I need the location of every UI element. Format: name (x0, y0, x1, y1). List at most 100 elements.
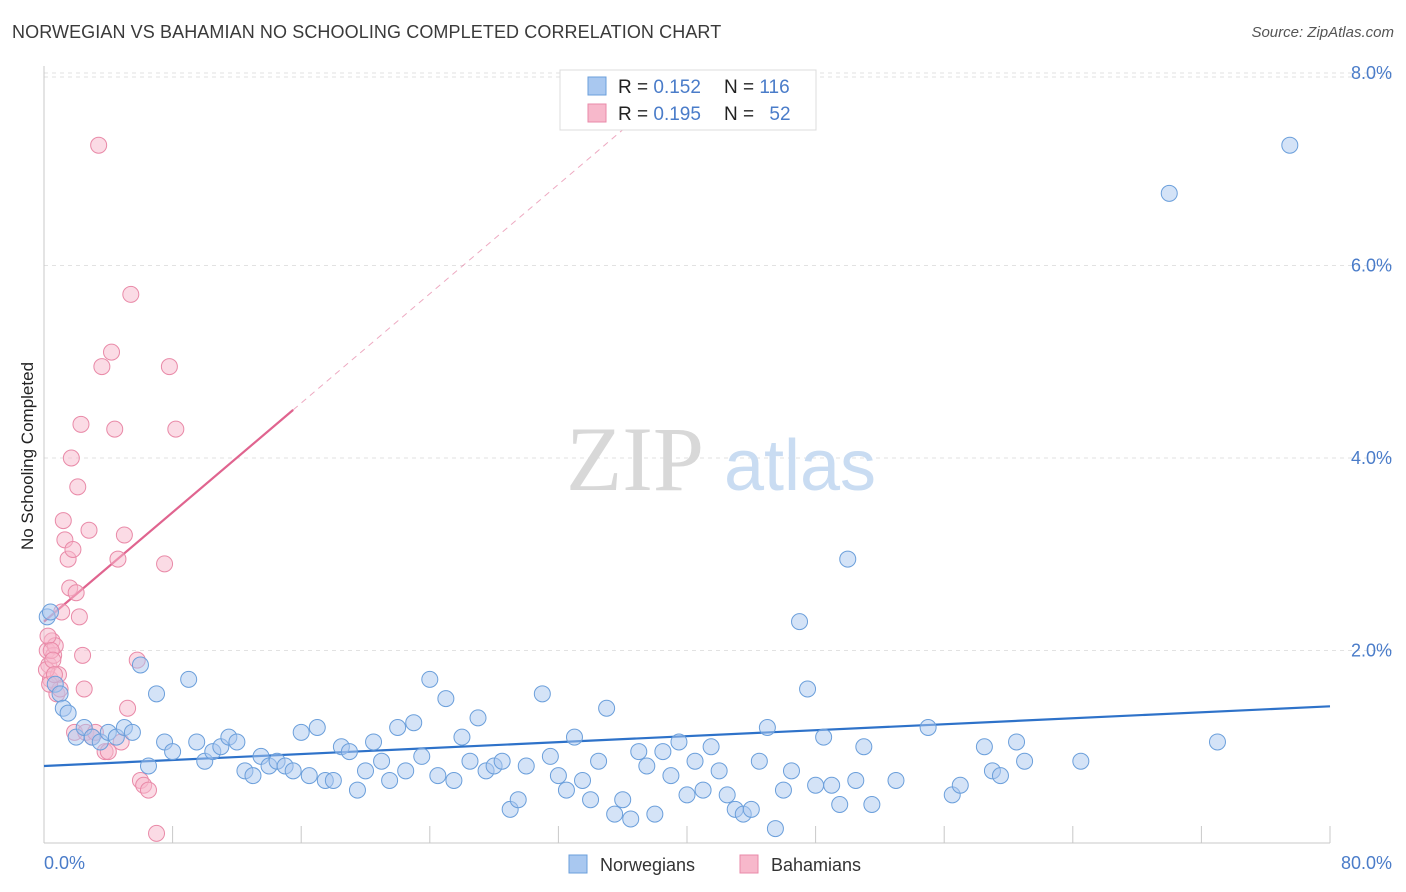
norwegians-point (686, 752, 704, 770)
bahamians-point (90, 136, 108, 154)
norwegians-point (606, 805, 624, 823)
legend-bahamians-r: 0.195 (653, 104, 701, 125)
x-tick-label-max: 80.0% (1341, 853, 1392, 873)
bahamians-point (39, 627, 57, 645)
bahamians-point (119, 699, 137, 717)
bahamians-point (103, 343, 121, 361)
norwegians-point (148, 685, 166, 703)
bahamians-point (148, 824, 166, 842)
norwegians-point (509, 791, 527, 809)
norwegians-point (582, 791, 600, 809)
norwegians-point (445, 771, 463, 789)
norwegians-point (549, 767, 567, 785)
norwegians-point (373, 752, 391, 770)
norwegians-point (405, 714, 423, 732)
norwegians-point (622, 810, 640, 828)
svg-text:R = 0.195: R = 0.195 (618, 104, 701, 125)
legend-norwegians-r: 0.152 (653, 77, 701, 98)
bahamians-point (75, 680, 93, 698)
norwegians-point (678, 786, 696, 804)
norwegians-point (557, 781, 575, 799)
y-tick-label: 4.0% (1351, 448, 1392, 468)
norwegians-point (919, 719, 937, 736)
source-credit: Source: ZipAtlas.com (1251, 24, 1394, 41)
chart-title: NORWEGIAN VS BAHAMIAN NO SCHOOLING COMPL… (12, 22, 722, 42)
norwegians-point (702, 738, 720, 756)
svg-text:N = 116: N = 116 (724, 77, 790, 98)
bahamians-point (93, 358, 111, 376)
grid-lines (44, 72, 1392, 651)
bahamians-point (109, 550, 127, 568)
norwegians-point (1281, 136, 1299, 154)
bahamians-point (67, 584, 85, 602)
norwegians-point (758, 719, 776, 736)
norwegians-point (574, 771, 592, 789)
norwegians-point (782, 762, 800, 780)
bahamians-point (139, 781, 157, 799)
x-tick-label-min: 0.0% (44, 853, 85, 873)
norwegians-point (429, 767, 447, 785)
norwegians-point (799, 680, 817, 698)
norwegians-point (694, 781, 712, 799)
norwegians-point (831, 796, 849, 813)
norwegians-point (847, 771, 865, 789)
bahamians-point (167, 420, 185, 438)
axes (43, 66, 1331, 844)
norwegians-point (975, 738, 993, 756)
norwegians-point (638, 757, 656, 775)
norwegians-point (662, 767, 680, 785)
norwegians-point (517, 757, 535, 775)
norwegians-point (244, 767, 262, 785)
legend-norwegians-n: 116 (759, 77, 789, 98)
bahamians-point (44, 651, 62, 669)
bahamians-point (74, 646, 92, 664)
norwegians-point (348, 781, 366, 799)
norwegians-point (718, 786, 736, 804)
bahamians-point (54, 512, 72, 530)
bahamians-point (106, 420, 124, 438)
norwegians-point (533, 685, 551, 703)
bahamians-point (69, 478, 87, 496)
norwegians-point (180, 670, 198, 688)
norwegians-point (300, 767, 318, 785)
legend-bahamians-n: 52 (769, 104, 790, 125)
bahamians-point (156, 555, 174, 573)
norwegians-point (1072, 752, 1090, 770)
norwegians-point (131, 656, 149, 674)
legend-norwegians-n-label: N = (724, 77, 759, 98)
bottom-legend-norwegians-swatch (568, 854, 588, 874)
bahamians-point (72, 415, 90, 433)
y-tick-label: 8.0% (1351, 63, 1392, 83)
norwegians-point (742, 800, 760, 818)
norwegians-point (397, 762, 415, 780)
norwegians-point (421, 670, 439, 688)
norwegians-point (453, 728, 471, 746)
norwegians-point (41, 603, 59, 621)
norwegians-point (461, 752, 479, 770)
norwegians-point (766, 820, 784, 838)
norwegians-point (437, 690, 455, 708)
norwegians-point (791, 613, 809, 631)
y-axis-label: No Schooling Completed (18, 362, 37, 550)
y-tick-label: 2.0% (1351, 641, 1392, 661)
svg-text:N = 52: N = 52 (724, 104, 791, 125)
watermark-atlas: atlas (724, 426, 876, 506)
legend-bahamians-r-label: R = (618, 104, 653, 125)
norwegians-point (188, 733, 206, 751)
norwegians-point (1008, 733, 1026, 751)
bahamians-trend-line (43, 409, 294, 623)
bahamians-point (122, 285, 140, 303)
norwegians-point (590, 752, 608, 770)
norwegians-point (469, 709, 487, 727)
bottom-legend-bahamians-swatch (739, 854, 759, 874)
norwegians-point (654, 743, 672, 761)
bahamians-point (62, 449, 80, 467)
norwegians-point (51, 685, 69, 703)
norwegians-point (324, 771, 342, 789)
norwegians-point (815, 728, 833, 746)
bottom-legend-bahamians-label: Bahamians (771, 855, 861, 875)
norwegians-point (493, 752, 511, 770)
legend-bahamians-n-label: N = (724, 104, 759, 125)
norwegians-point (365, 733, 383, 751)
